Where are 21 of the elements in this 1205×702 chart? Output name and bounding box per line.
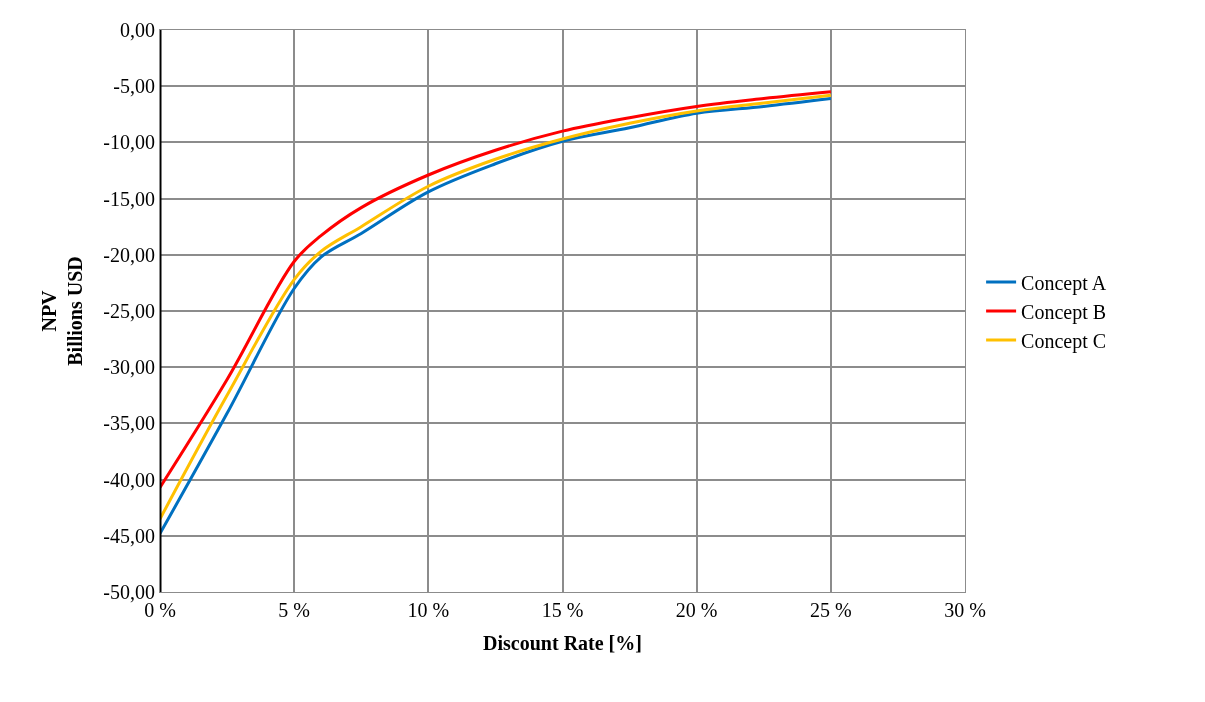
y-tick-label: -30,00 <box>103 356 155 379</box>
x-tick-label: 10 % <box>407 599 450 621</box>
y-tick-label: 0,00 <box>120 19 155 41</box>
x-tick-label: 20 % <box>675 599 718 621</box>
y-tick-label: -35,00 <box>103 412 155 435</box>
y-tick-label: -15,00 <box>103 187 155 210</box>
x-tick-label: 15 % <box>541 599 584 621</box>
legend-label: Concept C <box>1021 329 1107 353</box>
legend-label: Concept A <box>1021 271 1107 295</box>
y-axis-title: NPV Billions USD <box>37 256 86 366</box>
y-tick-label: -45,00 <box>103 524 155 547</box>
x-tick-label: 30 % <box>944 599 986 621</box>
x-tick-label: 25 % <box>809 599 852 621</box>
legend-label: Concept B <box>1021 300 1107 324</box>
y-tick-label: -5,00 <box>113 75 155 98</box>
x-tick-label: 5 % <box>278 599 311 621</box>
y-tick-label: -20,00 <box>103 243 155 266</box>
y-tick-label: -40,00 <box>103 468 155 491</box>
x-axis-title: Discount Rate [%] <box>483 631 642 654</box>
y-tick-label: -25,00 <box>103 300 155 322</box>
y-tick-label: -10,00 <box>103 131 155 154</box>
